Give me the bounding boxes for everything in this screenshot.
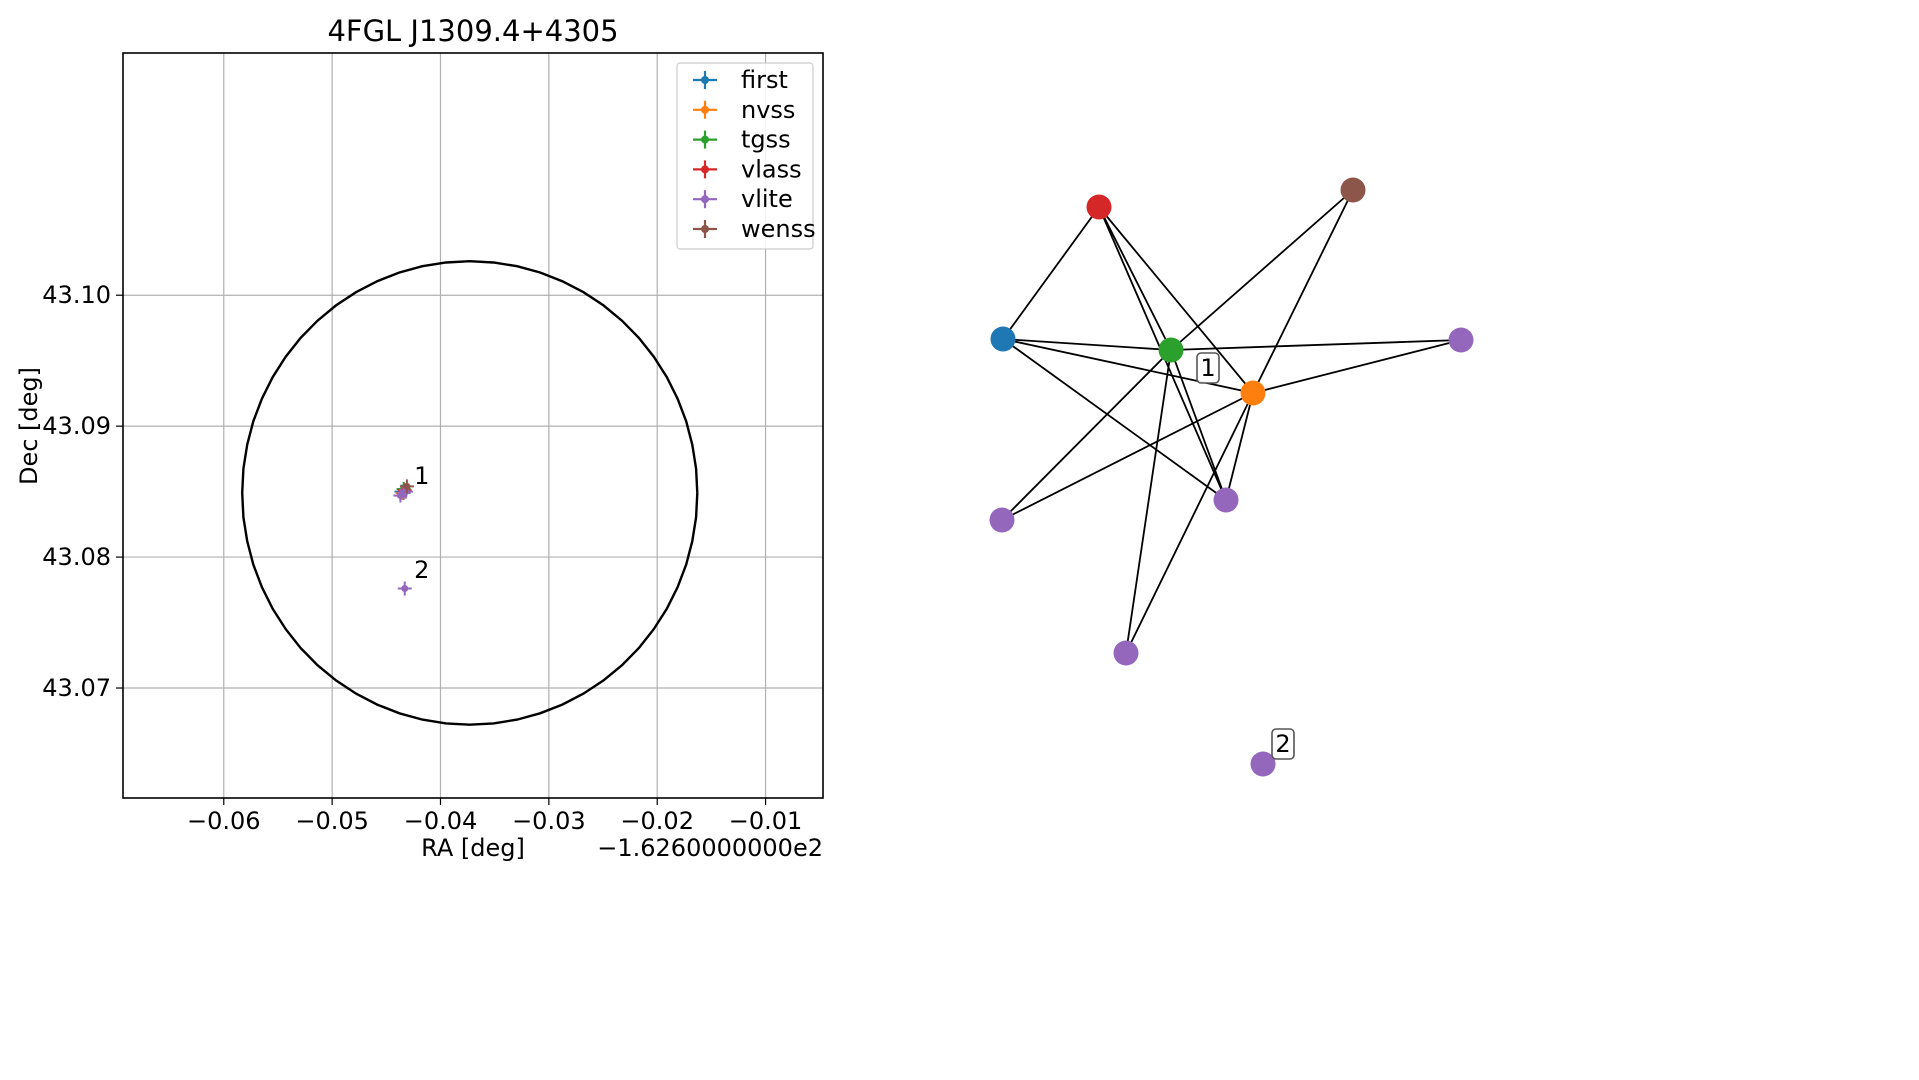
y-tick-label: 43.10 xyxy=(42,281,111,309)
svg-text:1: 1 xyxy=(1200,354,1215,382)
point-annotation: 1 xyxy=(414,462,429,490)
network-node xyxy=(1113,640,1139,666)
legend-label: first xyxy=(741,66,788,94)
plot-frame xyxy=(122,52,824,799)
svg-text:2: 2 xyxy=(1275,730,1290,758)
x-tick-label: −0.01 xyxy=(729,807,803,835)
network-node xyxy=(1086,194,1112,220)
legend-item-vlass: vlass xyxy=(693,155,802,183)
legend-item-wenss: wenss xyxy=(693,215,816,243)
x-tick-label: −0.05 xyxy=(295,807,369,835)
legend-item-first: first xyxy=(693,66,788,94)
x-ticks: −0.06 −0.05 −0.04 −0.03 −0.02 −0.01 xyxy=(187,798,802,835)
network-edge xyxy=(1170,349,1227,501)
chart-title: 4FGL J1309.4+4305 xyxy=(327,14,618,48)
network-edge xyxy=(1252,189,1354,394)
data-point-wenss xyxy=(399,479,414,494)
legend-item-nvss: nvss xyxy=(693,96,795,124)
uncertainty-ellipse-layer xyxy=(240,259,699,726)
y-tick-label: 43.08 xyxy=(42,543,111,571)
network-edge xyxy=(1098,206,1172,351)
data-points xyxy=(393,479,414,596)
network-edge xyxy=(1002,206,1100,340)
annotations: 12 xyxy=(414,462,429,584)
network-node xyxy=(1213,487,1239,513)
y-tick-label: 43.09 xyxy=(42,412,111,440)
point-annotation: 2 xyxy=(414,556,429,584)
network-edge xyxy=(1001,349,1172,521)
network-node-label: 1 xyxy=(1196,352,1220,384)
x-tick-label: −0.06 xyxy=(187,807,261,835)
scatter-plot: 12 −0.06 −0.05 −0.04 −0.03 −0.02 −0.01 43.074… xyxy=(15,14,824,862)
network-graph: 12 xyxy=(989,177,1474,777)
y-ticks: 43.07 43.08 43.09 43.10 xyxy=(42,281,123,702)
network-node xyxy=(1250,751,1276,777)
network-labels: 12 xyxy=(1196,352,1295,760)
network-node xyxy=(990,326,1016,352)
network-node xyxy=(989,507,1015,533)
legend-label: nvss xyxy=(741,96,795,124)
network-edge xyxy=(1098,206,1254,394)
network-edge xyxy=(1170,339,1462,351)
network-edge xyxy=(1170,189,1354,351)
network-edge xyxy=(1002,338,1172,351)
network-edge xyxy=(1002,338,1254,394)
network-edge xyxy=(1002,338,1227,501)
network-edge xyxy=(1001,392,1254,521)
legend-label: tgss xyxy=(741,126,791,154)
legend-item-tgss: tgss xyxy=(693,126,791,154)
network-node xyxy=(1158,337,1184,363)
x-tick-label: −0.03 xyxy=(512,807,586,835)
network-node xyxy=(1340,177,1366,203)
network-node xyxy=(1240,380,1266,406)
network-edges xyxy=(1001,189,1462,654)
x-axis-offset-label: −1.6260000000e2 xyxy=(597,834,823,862)
x-axis-label: RA [deg] xyxy=(421,834,525,862)
y-tick-label: 43.07 xyxy=(42,674,111,702)
network-nodes xyxy=(989,177,1474,777)
data-point-vlite xyxy=(397,581,412,596)
y-axis-label: Dec [deg] xyxy=(15,367,43,485)
legend-label: vlass xyxy=(741,155,802,183)
x-tick-label: −0.04 xyxy=(404,807,478,835)
legend-item-vlite: vlite xyxy=(693,185,793,213)
network-edge xyxy=(1125,349,1172,654)
network-node-label: 2 xyxy=(1271,728,1295,760)
network-edge xyxy=(1125,392,1254,654)
network-edge xyxy=(1252,339,1462,394)
legend-label: wenss xyxy=(741,215,816,243)
legend-label: vlite xyxy=(741,185,793,213)
network-node xyxy=(1448,327,1474,353)
x-tick-label: −0.02 xyxy=(620,807,694,835)
uncertainty-ellipse xyxy=(240,259,699,726)
network-edge xyxy=(1225,392,1254,501)
